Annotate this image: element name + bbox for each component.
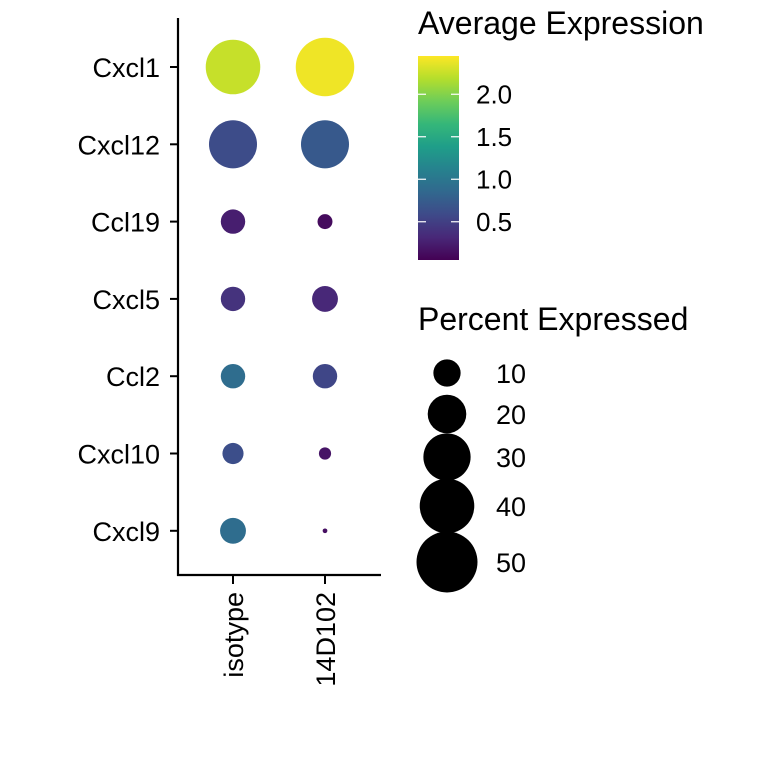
size-legend-dot <box>433 359 461 387</box>
dot-Cxcl5-14D102 <box>312 285 338 312</box>
y-tick-label: Ccl2 <box>106 362 160 392</box>
y-tick-label: Cxcl12 <box>77 130 160 160</box>
dot-Cxcl12-isotype <box>208 120 258 169</box>
y-tick-label: Cxcl9 <box>92 517 160 547</box>
dot-Cxcl5-isotype <box>220 286 246 312</box>
dot-Ccl19-14D102 <box>317 214 333 230</box>
dot-Ccl2-14D102 <box>312 364 338 389</box>
color-legend: Average Expression 2.0 1.5 1.0 0.5 <box>418 5 704 260</box>
colorbar-tick-label: 2.0 <box>476 79 512 109</box>
x-tick-label: 14D102 <box>311 592 341 687</box>
colorbar-ticks: 2.0 1.5 1.0 0.5 <box>418 79 512 237</box>
dots <box>205 37 355 544</box>
size-legend-label: 50 <box>496 548 526 578</box>
size-legend-keys: 10 20 30 40 50 <box>416 359 526 593</box>
size-legend-dot <box>423 433 471 481</box>
dot-Ccl19-isotype <box>220 209 246 234</box>
dot-Ccl2-isotype <box>220 364 246 389</box>
size-legend-label: 20 <box>496 400 526 430</box>
y-tick-label: Ccl19 <box>91 208 160 238</box>
size-legend-dot <box>419 478 475 534</box>
size-legend: Percent Expressed 10 20 30 40 50 <box>416 301 688 593</box>
colorbar-tick-label: 0.5 <box>476 207 512 237</box>
size-legend-label: 40 <box>496 492 526 522</box>
plot-area: Cxcl1 Cxcl12 Ccl19 Cxcl5 Ccl2 Cxcl10 Cxcl9 iso… <box>77 18 381 687</box>
x-tick-label: isotype <box>219 592 249 678</box>
colorbar <box>418 56 459 260</box>
y-tick-label: Cxcl1 <box>92 53 160 83</box>
size-legend-label: 30 <box>496 443 526 473</box>
size-legend-dot <box>427 394 467 434</box>
size-legend-dot <box>416 531 478 593</box>
dot-Cxcl10-14D102 <box>318 447 332 460</box>
dot-Cxcl9-isotype <box>220 517 246 544</box>
colorbar-tick-label: 1.0 <box>476 164 512 194</box>
x-axis-ticks: isotype 14D102 <box>219 576 341 687</box>
dot-Cxcl10-isotype <box>222 442 244 465</box>
size-legend-title: Percent Expressed <box>418 301 688 337</box>
size-legend-label: 10 <box>496 359 526 389</box>
dot-Cxcl12-14D102 <box>300 120 350 169</box>
dot-Cxcl1-isotype <box>205 39 261 95</box>
dot-Cxcl9-14D102 <box>322 528 328 534</box>
dot-Cxcl1-14D102 <box>295 37 355 97</box>
y-axis-ticks: Cxcl1 Cxcl12 Ccl19 Cxcl5 Ccl2 Cxcl10 Cxcl9 <box>77 53 178 547</box>
color-legend-title: Average Expression <box>418 5 704 41</box>
y-tick-label: Cxcl5 <box>92 285 160 315</box>
y-tick-label: Cxcl10 <box>77 440 160 470</box>
colorbar-tick-label: 1.5 <box>476 122 512 152</box>
